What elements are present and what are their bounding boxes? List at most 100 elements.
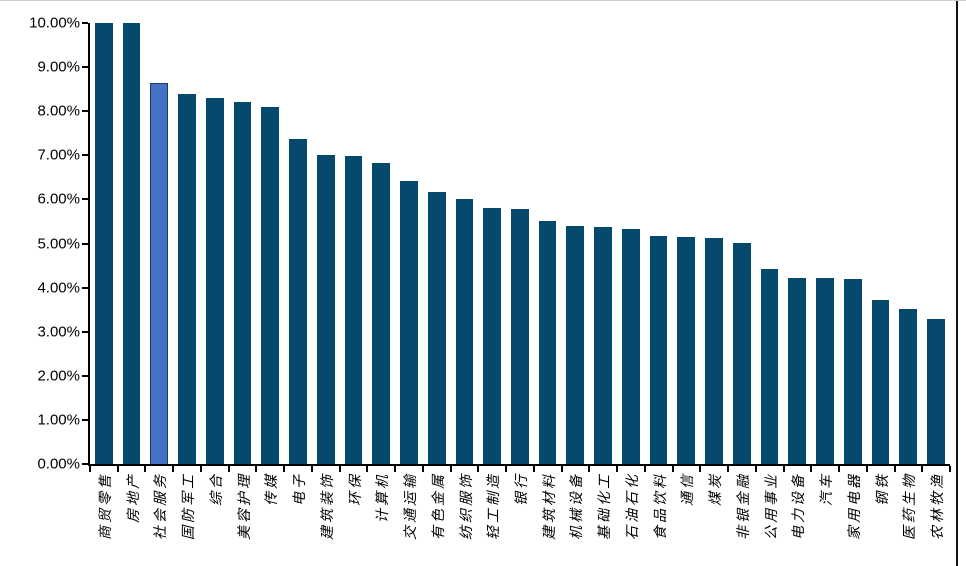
bar-slot	[229, 23, 257, 464]
x-axis-tick	[338, 466, 341, 472]
bar-slot	[506, 23, 534, 464]
x-axis-tick	[505, 466, 508, 472]
bar-医药生物	[899, 308, 918, 464]
y-axis-tick	[82, 66, 88, 69]
bar-slot	[201, 23, 229, 464]
x-tick-label: 煤炭	[707, 472, 724, 506]
x-axis-tick	[754, 466, 757, 472]
x-axis-tick	[616, 466, 619, 472]
x-axis-tick	[144, 466, 147, 472]
x-tick-label: 国防军工	[180, 472, 197, 540]
bar-建筑装饰	[316, 155, 335, 464]
x-axis-tick	[810, 466, 813, 472]
bar-美容护理	[233, 101, 252, 464]
bar-传媒	[261, 106, 280, 464]
bar-农林牧渔	[927, 318, 945, 464]
x-axis-tick	[949, 466, 951, 472]
y-axis-tick	[82, 22, 88, 24]
x-axis-tick	[532, 466, 535, 472]
bar-slot	[867, 23, 895, 464]
x-axis-tick	[283, 466, 286, 472]
y-axis-tick	[82, 463, 88, 465]
bar-建筑材料	[538, 221, 557, 464]
bar-基础化工	[594, 226, 612, 464]
x-axis-tick	[588, 466, 591, 472]
bar-房地产	[122, 23, 141, 464]
y-axis-tick	[82, 154, 88, 157]
x-tick-label: 建筑材料	[540, 472, 557, 540]
bar-煤炭	[705, 238, 723, 464]
bar-slot	[312, 23, 340, 464]
bar-slot	[90, 23, 118, 464]
x-axis-tick	[116, 466, 119, 472]
x-tick-label: 交通运输	[402, 472, 419, 540]
x-axis-tick	[366, 466, 369, 472]
bar-slot	[284, 23, 312, 464]
x-axis-tick	[671, 466, 674, 472]
x-tick-label: 纺织服饰	[457, 472, 474, 540]
bar-轻工制造	[483, 208, 502, 464]
x-axis-tick	[227, 466, 230, 472]
x-tick-label: 公用事业	[762, 472, 779, 540]
x-axis-tick	[394, 466, 397, 472]
y-axis-tick	[82, 286, 88, 289]
bar-国防军工	[178, 93, 196, 464]
bar-电子	[289, 138, 307, 464]
right-border-line	[956, 1, 958, 566]
bar-slot	[256, 23, 284, 464]
bar-slot	[839, 23, 867, 464]
x-axis-labels: 商贸零售 房地产 社会服务 国防军工 综合 美容护理 传媒 电子 建筑装饰 环保 计算机 交通运输 有色…	[88, 472, 948, 566]
y-tick-label: 7.00%	[37, 146, 80, 164]
bar-石油石化	[621, 228, 640, 464]
x-tick-label: 农林牧渔	[929, 472, 946, 540]
y-tick-label: 6.00%	[37, 190, 80, 208]
x-axis-tick	[199, 466, 202, 472]
x-axis-tick	[838, 466, 841, 472]
bar-slot	[395, 23, 423, 464]
bar-slot	[756, 23, 784, 464]
bar-slot	[645, 23, 673, 464]
x-tick-label: 医药生物	[901, 472, 918, 540]
y-tick-label: 1.00%	[37, 411, 80, 429]
bar-slot	[340, 23, 368, 464]
y-tick-label: 2.00%	[37, 367, 80, 385]
bar-slot	[451, 23, 479, 464]
bar-slot	[561, 23, 589, 464]
x-tick-label: 石油石化	[623, 472, 640, 540]
x-axis-tick	[421, 466, 424, 472]
bar-slot	[894, 23, 922, 464]
x-axis-tick	[643, 466, 646, 472]
x-tick-label: 机械设备	[568, 472, 585, 540]
x-tick-label: 建筑装饰	[318, 472, 335, 540]
x-axis-tick	[560, 466, 563, 472]
plot-area	[82, 22, 951, 472]
bar-环保	[344, 155, 363, 464]
bar-商贸零售	[94, 23, 113, 464]
y-tick-label: 3.00%	[37, 323, 80, 341]
bar-交通运输	[400, 180, 418, 464]
y-axis-tick	[82, 242, 88, 245]
bar-slot	[672, 23, 700, 464]
y-axis-tick	[82, 198, 88, 201]
bar-slot	[534, 23, 562, 464]
x-tick-label: 食品饮料	[651, 472, 668, 540]
bar-slot	[118, 23, 146, 464]
y-axis-tick	[82, 110, 88, 113]
x-tick-label: 房地产	[124, 472, 141, 523]
bar-slot	[922, 23, 950, 464]
x-axis-tick	[865, 466, 868, 472]
bar-纺织服饰	[455, 198, 474, 464]
x-tick-label: 汽车	[818, 472, 835, 506]
y-axis-labels: 10.00% 9.00% 8.00% 7.00% 6.00% 5.00% 4.00% 3.00…	[0, 15, 80, 473]
bar-slot	[367, 23, 395, 464]
y-tick-label: 0.00%	[37, 455, 80, 473]
bar-通信	[677, 236, 696, 464]
bar-机械设备	[566, 226, 585, 464]
x-axis-tick	[727, 466, 730, 472]
y-axis-tick	[82, 330, 88, 333]
bar-slot	[145, 23, 173, 464]
x-axis-tick	[89, 466, 91, 472]
bar-slot	[173, 23, 201, 464]
y-axis-tick	[82, 418, 88, 421]
x-axis-tick	[699, 466, 702, 472]
